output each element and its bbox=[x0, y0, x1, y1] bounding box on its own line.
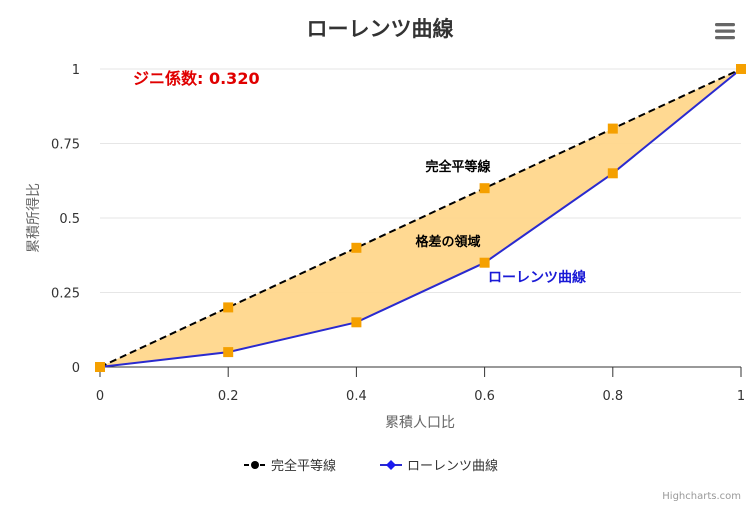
credits-link[interactable]: Highcharts.com bbox=[662, 491, 741, 502]
x-tick-label: 0.2 bbox=[218, 389, 239, 404]
y-tick-label: 1 bbox=[72, 63, 80, 78]
y-axis-title: 累積所得比 bbox=[25, 183, 42, 253]
x-tick-label: 0.4 bbox=[346, 389, 367, 404]
data-point-lorenz[interactable] bbox=[736, 64, 746, 74]
y-tick-label: 0.75 bbox=[51, 138, 80, 153]
series-lines bbox=[99, 68, 742, 368]
legend-diamond-marker-icon bbox=[386, 460, 396, 470]
lorenz-curve-label: ローレンツ曲線 bbox=[488, 269, 586, 286]
y-tick-label: 0.25 bbox=[51, 287, 80, 302]
x-axis-title: 累積人口比 bbox=[385, 415, 455, 431]
axes: 0 0.25 0.5 0.75 1 0 0.2 0.4 0.6 0.8 1 bbox=[51, 63, 745, 404]
data-point-lorenz[interactable] bbox=[479, 257, 490, 268]
data-point-equality[interactable] bbox=[351, 242, 362, 253]
equality-line-label: 完全平等線 bbox=[425, 159, 491, 175]
gini-coefficient-label: ジニ係数: 0.320 bbox=[133, 69, 260, 88]
legend-item-equality[interactable]: 完全平等線 bbox=[244, 458, 336, 474]
legend: 完全平等線 ローレンツ曲線 bbox=[244, 458, 498, 474]
data-markers bbox=[95, 64, 746, 372]
legend-circle-marker-icon bbox=[251, 461, 259, 469]
data-point-lorenz[interactable] bbox=[95, 362, 105, 372]
data-point-equality[interactable] bbox=[607, 123, 618, 134]
data-point-equality[interactable] bbox=[223, 302, 234, 313]
inequality-area-label: 格差の領域 bbox=[415, 234, 480, 250]
data-point-lorenz[interactable] bbox=[223, 347, 234, 358]
legend-label-equality: 完全平等線 bbox=[271, 458, 336, 474]
x-tick-label: 1 bbox=[737, 389, 745, 404]
x-tick-label: 0 bbox=[96, 389, 104, 404]
x-tick-label: 0.6 bbox=[474, 389, 495, 404]
y-tick-label: 0.5 bbox=[59, 212, 80, 227]
series-line-lorenz[interactable] bbox=[99, 68, 742, 368]
y-tick-label: 0 bbox=[72, 361, 80, 376]
legend-label-lorenz: ローレンツ曲線 bbox=[407, 458, 498, 474]
x-tick-label: 0.8 bbox=[602, 389, 623, 404]
chart-menu-button[interactable] bbox=[708, 16, 742, 46]
data-point-lorenz[interactable] bbox=[607, 168, 618, 179]
hamburger-menu-icon bbox=[715, 23, 735, 40]
data-point-lorenz[interactable] bbox=[351, 317, 362, 328]
data-point-equality[interactable] bbox=[479, 183, 490, 194]
legend-item-lorenz[interactable]: ローレンツ曲線 bbox=[380, 458, 498, 474]
series-line-equality[interactable] bbox=[99, 68, 742, 368]
chart-title: ローレンツ曲線 bbox=[307, 17, 454, 41]
